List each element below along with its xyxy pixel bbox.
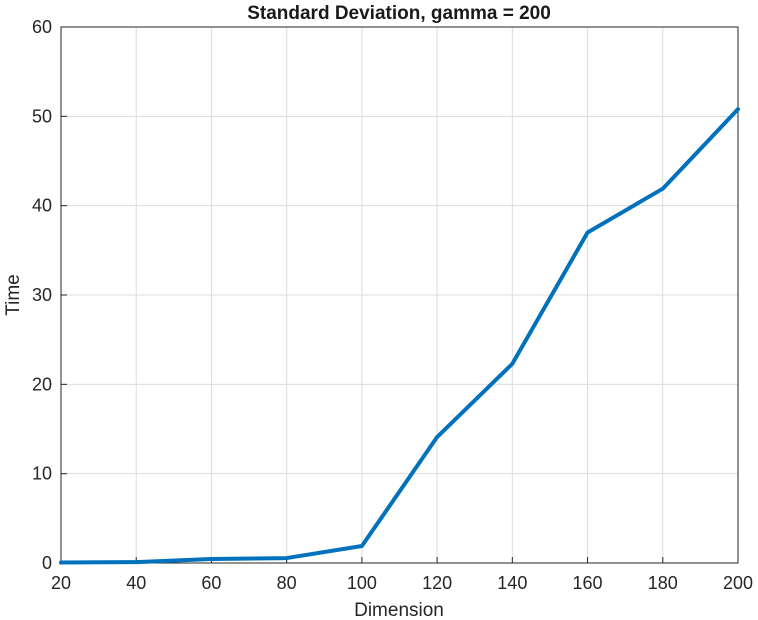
x-tick-label: 40 — [126, 573, 146, 593]
y-tick-label: 60 — [32, 17, 52, 37]
y-axis-label: Time — [3, 274, 24, 316]
x-tick-label: 140 — [497, 573, 527, 593]
x-tick-label: 20 — [51, 573, 71, 593]
x-tick-label: 60 — [201, 573, 221, 593]
x-tick-label: 120 — [422, 573, 452, 593]
y-tick-label: 50 — [32, 106, 52, 126]
series-layer — [59, 107, 740, 565]
chart-title: Standard Deviation, gamma = 200 — [247, 3, 551, 24]
y-tick-label: 30 — [32, 285, 52, 305]
y-tick-label: 40 — [32, 196, 52, 216]
y-axis-ticks: 0 10 20 30 40 50 60 — [32, 17, 67, 573]
y-tick-label: 20 — [32, 374, 52, 394]
y-tick-label: 0 — [42, 553, 52, 573]
x-axis-label: Dimension — [354, 600, 444, 620]
x-tick-label: 160 — [573, 573, 603, 593]
x-tick-label: 200 — [723, 573, 753, 593]
x-tick-label: 180 — [648, 573, 678, 593]
series-line — [59, 107, 740, 565]
x-tick-label: 80 — [277, 573, 297, 593]
grid-lines — [61, 27, 738, 563]
x-tick-label: 100 — [347, 573, 377, 593]
y-tick-label: 10 — [32, 464, 52, 484]
